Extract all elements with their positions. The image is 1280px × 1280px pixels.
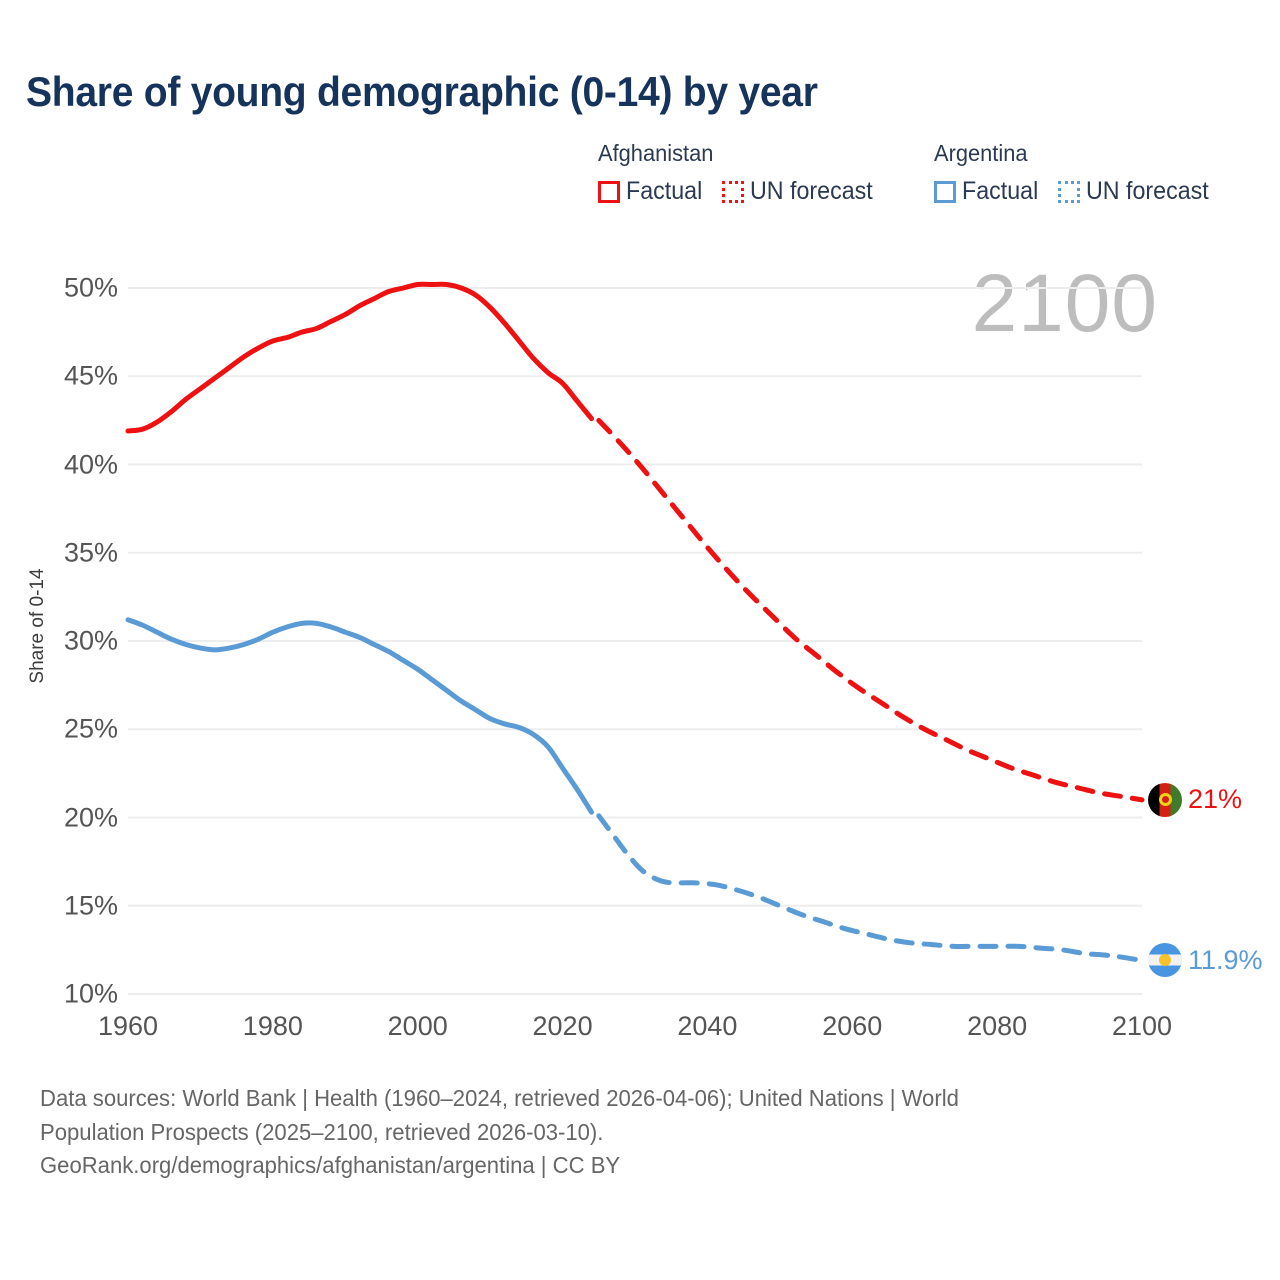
chart-legend: Afghanistan Factual UN forecast Argentin… (598, 140, 1258, 226)
y-tick-label: 45% (63, 360, 118, 391)
legend-item-argentina-forecast[interactable]: UN forecast (1057, 177, 1218, 206)
y-tick-label: 10% (63, 978, 118, 1009)
endpoint-marker-argentina: 11.9% (1148, 943, 1263, 978)
legend-swatch-solid-blue-icon (934, 180, 956, 203)
y-tick-label: 25% (63, 713, 118, 744)
legend-swatch-dotted-blue-icon (1057, 180, 1080, 203)
legend-label-afghanistan-forecast: UN forecast (749, 177, 873, 205)
footer-credits: Data sources: World Bank | Health (1960–… (40, 1082, 1200, 1183)
y-tick-label: 35% (63, 537, 118, 568)
footer-line-1: Data sources: World Bank | Health (1960–… (40, 1085, 959, 1111)
x-tick-label: 2000 (387, 1011, 448, 1041)
legend-label-argentina-factual: Factual (962, 177, 1039, 205)
series-line-forecast-argentina (596, 813, 1145, 963)
legend-item-afghanistan-forecast[interactable]: UN forecast (721, 177, 882, 206)
y-tick-label: 50% (63, 272, 118, 303)
y-tick-label: 15% (63, 890, 118, 921)
legend-item-argentina-factual[interactable]: Factual (934, 177, 1044, 206)
x-tick-label: 1960 (97, 1011, 159, 1041)
argentina-flag-icon (1148, 943, 1182, 978)
x-tick-label: 2060 (822, 1011, 883, 1041)
legend-group-argentina: Argentina Factual UN forecast (934, 140, 1218, 206)
x-tick-label: 2020 (532, 1011, 593, 1041)
y-tick-label: 20% (63, 802, 118, 832)
legend-swatch-dotted-red-icon (721, 180, 744, 203)
legend-item-afghanistan-factual[interactable]: Factual (598, 177, 708, 206)
footer-line-2: Population Prospects (2025–2100, retriev… (40, 1118, 604, 1145)
chart-title: Share of young demographic (0-14) by yea… (26, 68, 818, 115)
y-tick-label: 40% (63, 449, 118, 479)
legend-country-afghanistan: Afghanistan (598, 140, 714, 166)
plot-area: 2100 Share of 0-14 10% 15% 20% 25% 30% 35% 40%… (0, 255, 1280, 1055)
x-tick-label: 2040 (677, 1011, 738, 1041)
series-line-factual-argentina (125, 617, 595, 815)
series-line-factual-afghanistan (125, 281, 595, 434)
x-tick-label: 2080 (967, 1011, 1028, 1041)
legend-country-argentina: Argentina (934, 140, 1028, 166)
legend-swatch-solid-red-icon (598, 180, 620, 203)
legend-group-afghanistan: Afghanistan Factual UN forecast (598, 140, 882, 206)
plot-svg (125, 281, 1145, 995)
endpoint-value-argentina: 11.9% (1188, 944, 1263, 975)
y-tick-label: 30% (63, 625, 118, 656)
footer-line-3[interactable]: GeoRank.org/demographics/afghanistan/arg… (40, 1152, 621, 1179)
legend-label-afghanistan-factual: Factual (626, 177, 703, 205)
endpoint-marker-afghanistan: 21% (1148, 782, 1243, 817)
afghanistan-flag-icon (1148, 782, 1182, 817)
endpoint-value-afghanistan: 21% (1188, 784, 1243, 815)
x-tick-label: 1980 (242, 1011, 303, 1041)
legend-label-argentina-forecast: UN forecast (1085, 177, 1209, 205)
series-line-forecast-afghanistan (596, 417, 1145, 803)
watermark-year: 2100 (971, 258, 1158, 349)
x-tick-label: 2100 (1111, 1011, 1173, 1041)
